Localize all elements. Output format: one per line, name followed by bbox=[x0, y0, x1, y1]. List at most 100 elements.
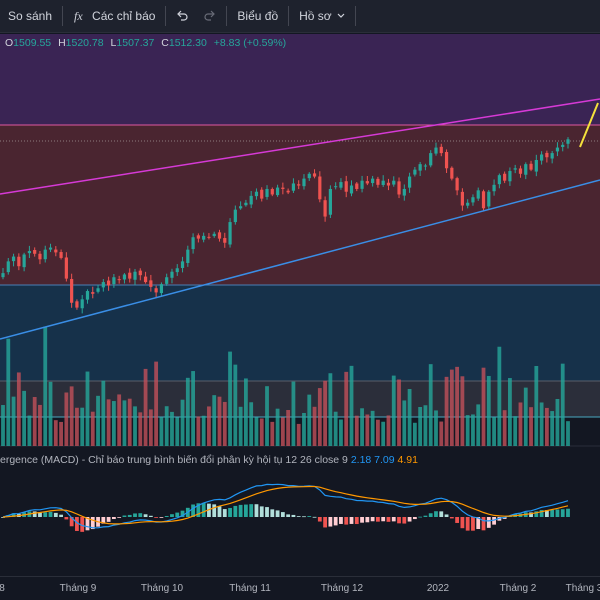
volume-bar bbox=[96, 395, 100, 446]
volume-bar bbox=[138, 412, 143, 446]
indicators-label: Các chỉ báo bbox=[92, 9, 156, 23]
redo-icon bbox=[204, 10, 216, 22]
time-tick: Tháng 12 bbox=[320, 583, 364, 594]
macd-histogram-bar bbox=[170, 514, 174, 517]
volume-bar bbox=[243, 378, 248, 446]
volume-bar bbox=[90, 411, 95, 446]
macd-histogram-bar bbox=[196, 503, 201, 517]
volume-bar bbox=[423, 405, 428, 446]
toolbar-divider bbox=[354, 6, 356, 26]
low-label: L bbox=[110, 37, 117, 49]
volume-bar bbox=[265, 386, 269, 446]
projection-arrow[interactable] bbox=[579, 102, 599, 148]
volume-bars bbox=[1, 326, 570, 446]
macd-histogram-bar bbox=[270, 509, 275, 517]
close-label: C bbox=[161, 37, 169, 49]
macd-histogram-bar bbox=[80, 517, 85, 532]
macd-line bbox=[2, 483, 569, 529]
macd-legend[interactable]: ergence (MACD) - Chỉ báo trung bình biến… bbox=[0, 454, 418, 466]
macd-histogram-bar bbox=[48, 511, 53, 517]
macd-histogram-bar bbox=[1, 517, 5, 518]
candle-body bbox=[254, 191, 259, 197]
macd-histogram-bar bbox=[423, 515, 428, 517]
macd-histogram-bar bbox=[529, 512, 533, 517]
volume-bar bbox=[460, 376, 465, 446]
volume-bar bbox=[529, 407, 533, 446]
macd-histogram-bar bbox=[439, 511, 444, 517]
candle-body bbox=[54, 249, 58, 253]
volume-bar bbox=[228, 351, 232, 446]
macd-histogram-bar bbox=[254, 504, 259, 517]
lower-channel-line[interactable] bbox=[0, 179, 600, 340]
undo-button[interactable] bbox=[168, 0, 196, 33]
profile-button[interactable]: Hồ sơ bbox=[291, 0, 353, 33]
candle-body bbox=[265, 188, 269, 197]
candle-body bbox=[159, 284, 164, 294]
upper-channel-line[interactable] bbox=[0, 98, 600, 195]
candle-body bbox=[529, 163, 533, 170]
volume-bar bbox=[238, 406, 243, 446]
candle-body bbox=[149, 280, 153, 287]
candle-body bbox=[1, 273, 5, 278]
macd-histogram-bar bbox=[275, 510, 280, 517]
macd-value: 2.18 bbox=[350, 454, 372, 466]
macd-histogram-bar bbox=[59, 514, 63, 517]
macd-histogram-bar bbox=[434, 511, 438, 517]
volume-bar bbox=[133, 406, 137, 446]
macd-histogram-bar bbox=[460, 517, 465, 529]
chart-type-button[interactable]: Biểu đồ bbox=[229, 0, 286, 33]
candle-body bbox=[402, 188, 406, 196]
macd-histogram-bar bbox=[397, 517, 401, 524]
volume-bar bbox=[180, 399, 185, 446]
macd-histogram-bar bbox=[365, 517, 370, 523]
volume-bar bbox=[534, 366, 539, 446]
macd-histogram-bar bbox=[122, 515, 127, 517]
time-tick: 2022 bbox=[426, 583, 450, 594]
candle-body bbox=[223, 238, 227, 243]
candle-body bbox=[349, 185, 354, 194]
macd-histogram-bar bbox=[32, 511, 37, 517]
macd-histogram-bar bbox=[106, 517, 111, 522]
macd-histogram-bar bbox=[164, 515, 169, 517]
candle-body bbox=[386, 182, 391, 186]
candle-body bbox=[138, 270, 142, 276]
volume-bar bbox=[275, 408, 280, 446]
high-value: 1520.78 bbox=[65, 37, 104, 49]
volume-bar bbox=[222, 401, 227, 446]
volume-bar bbox=[196, 416, 201, 446]
macd-histogram-bar bbox=[53, 512, 58, 517]
volume-bar bbox=[249, 402, 254, 446]
macd-histogram-bar bbox=[296, 516, 301, 517]
volume-bar bbox=[386, 415, 391, 446]
compare-button[interactable]: So sánh bbox=[0, 0, 60, 33]
volume-bar bbox=[270, 421, 275, 446]
macd-histogram-bar bbox=[138, 513, 143, 517]
volume-bar bbox=[508, 378, 512, 446]
candle-body bbox=[376, 178, 380, 185]
macd-histogram-bar bbox=[217, 506, 222, 517]
time-axis[interactable]: 8 Tháng 9 Tháng 10 Tháng 11 Tháng 12 202… bbox=[0, 576, 600, 600]
macd-histogram-bar bbox=[180, 510, 185, 517]
toolbar-divider bbox=[226, 6, 228, 26]
macd-histogram-bar bbox=[544, 510, 549, 517]
volume-bar bbox=[101, 380, 106, 446]
time-tick: Tháng 3 bbox=[565, 583, 600, 594]
candle-body bbox=[492, 184, 496, 192]
macd-histogram-bar bbox=[249, 504, 254, 517]
macd-histogram-bar bbox=[148, 515, 153, 517]
candle-body bbox=[48, 247, 53, 250]
macd-histogram-bar bbox=[265, 507, 269, 517]
candle-body bbox=[143, 276, 148, 283]
volume-bar bbox=[339, 419, 343, 446]
volume-bar bbox=[402, 400, 407, 446]
volume-bar bbox=[6, 338, 11, 446]
volume-bar bbox=[27, 415, 32, 446]
candle-body bbox=[328, 188, 332, 215]
compare-label: So sánh bbox=[8, 9, 53, 23]
indicators-button[interactable]: fx Các chỉ báo bbox=[65, 0, 163, 33]
volume-bar bbox=[159, 417, 164, 446]
candle-body bbox=[70, 279, 74, 303]
redo-button[interactable] bbox=[196, 0, 224, 33]
macd-histogram-bar bbox=[222, 509, 227, 517]
